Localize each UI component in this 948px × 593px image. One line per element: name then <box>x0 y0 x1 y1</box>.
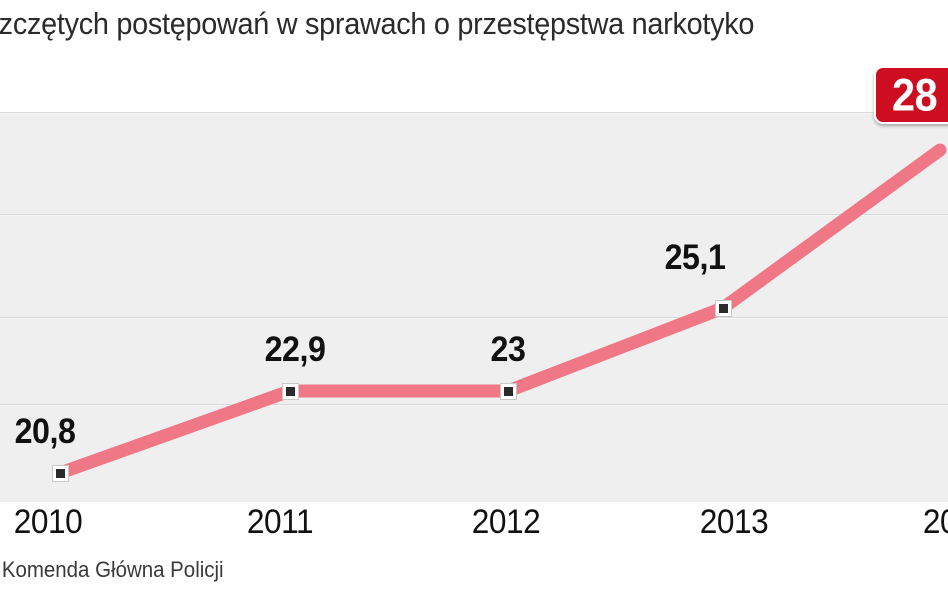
x-axis-tick: 2010 <box>13 503 83 541</box>
highlighted-value-callout[interactable]: 28 <box>874 66 948 124</box>
data-point-marker[interactable] <box>714 299 732 317</box>
chart-title: wszczętych postępowań w sprawach o przes… <box>0 6 755 41</box>
data-point-marker[interactable] <box>51 464 69 482</box>
data-point-label: 23 <box>490 330 526 369</box>
x-axis: 2010 2011 2012 2013 20 <box>0 502 948 550</box>
plot-area <box>0 112 948 502</box>
data-point-label: 25,1 <box>664 238 726 277</box>
x-axis-tick: 2011 <box>246 503 314 541</box>
x-axis-tick: 2013 <box>699 503 769 541</box>
x-axis-tick: 2012 <box>471 503 541 541</box>
source-note: łło: Komenda Główna Policji <box>0 557 224 582</box>
highlighted-value-label: 28 <box>892 69 938 121</box>
data-point-marker[interactable] <box>281 382 299 400</box>
data-point-label: 22,9 <box>264 330 326 369</box>
gridline <box>0 317 948 318</box>
gridline <box>0 214 948 215</box>
data-point-marker[interactable] <box>499 382 517 400</box>
data-point-label: 20,8 <box>14 412 76 451</box>
x-axis-tick: 20 <box>922 503 948 541</box>
gridline <box>0 112 948 113</box>
gridline <box>0 404 948 405</box>
